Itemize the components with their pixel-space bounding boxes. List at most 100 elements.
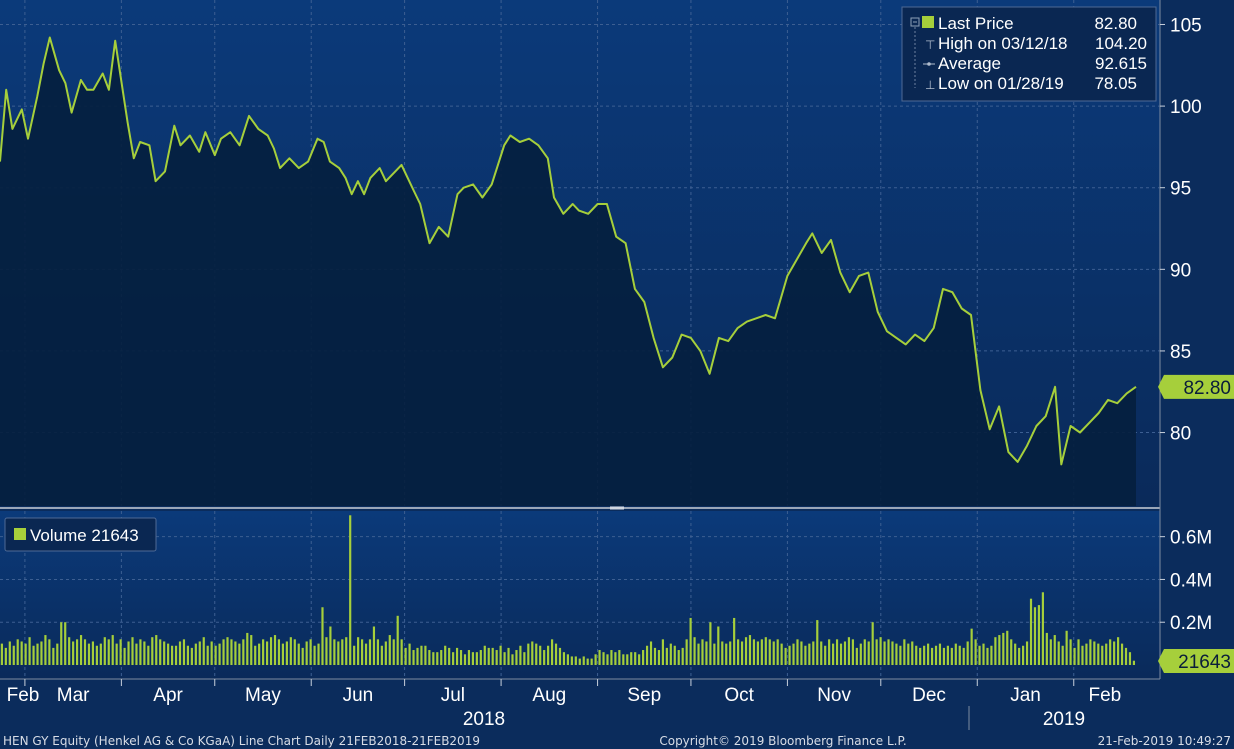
volume-bar	[891, 641, 894, 665]
volume-bar	[48, 639, 51, 665]
volume-bar	[653, 647, 657, 665]
volume-bar	[562, 652, 566, 665]
volume-bar	[594, 654, 597, 665]
volume-bar	[847, 637, 851, 665]
volume-bar	[966, 641, 969, 665]
legend-collapse-icon[interactable]	[910, 17, 920, 27]
volume-bar	[744, 637, 748, 665]
volume-bar	[994, 637, 997, 665]
volume-bar	[119, 639, 122, 665]
volume-bar	[1053, 635, 1056, 665]
volume-bar	[1014, 643, 1017, 665]
volume-bar	[618, 650, 621, 665]
volume-bar	[970, 628, 973, 665]
volume-bar	[495, 650, 498, 665]
price-legend[interactable]: Last Price 82.80 ⊤ High on 03/12/18 104.…	[901, 6, 1157, 102]
last-price-badge: 82.80	[1158, 374, 1234, 399]
volume-bar	[471, 652, 474, 665]
volume-bar	[772, 641, 775, 665]
volume-bar	[649, 641, 653, 665]
volume-bar	[954, 643, 957, 665]
volume-bar	[685, 639, 688, 665]
month-tick-label: Dec	[912, 685, 946, 706]
legend-low-value: 78.05	[1094, 74, 1137, 93]
volume-bar	[349, 515, 352, 665]
volume-bar	[590, 658, 593, 665]
volume-bar	[408, 643, 411, 665]
volume-bar	[701, 639, 704, 665]
volume-bar	[428, 650, 431, 665]
footer-security-description: HEN GY Equity (Henkel AG & Co KGaA) Line…	[3, 734, 480, 748]
volume-bar	[725, 643, 728, 665]
volume-bar	[337, 641, 340, 665]
month-tick-label: Apr	[153, 685, 183, 706]
volume-bar	[784, 647, 787, 665]
high-marker-icon: ⊤	[925, 38, 935, 52]
volume-bar	[1128, 652, 1132, 665]
volume-bar	[1069, 639, 1072, 665]
volume-bar	[923, 645, 926, 665]
legend-average-value: 92.615	[1095, 54, 1147, 73]
volume-bar	[412, 650, 415, 665]
volume-bar	[1002, 632, 1005, 665]
volume-bar	[1101, 645, 1104, 665]
volume-bar	[444, 645, 447, 665]
volume-bar	[812, 641, 815, 665]
volume-bar	[990, 645, 993, 665]
volume-legend[interactable]: Volume 21643	[4, 517, 157, 552]
volume-bar	[52, 647, 55, 665]
price-area	[0, 37, 1136, 506]
price-line	[0, 36, 1137, 466]
volume-bar	[127, 641, 130, 665]
volume-bar	[602, 652, 605, 665]
volume-bar	[1061, 645, 1064, 665]
volume-bar	[329, 626, 332, 665]
volume-bar	[111, 635, 114, 665]
volume-bar	[661, 639, 664, 665]
volume-bar	[76, 639, 79, 665]
last-price-badge-text: 82.80	[1183, 378, 1231, 399]
last-price-swatch	[922, 16, 934, 28]
volume-bar	[804, 645, 807, 665]
volume-bar	[582, 656, 585, 665]
month-tick-label: Jul	[441, 685, 465, 706]
volume-bar	[855, 647, 858, 665]
volume-bar	[483, 645, 486, 665]
volume-bar	[372, 626, 376, 665]
legend-high-value: 104.20	[1095, 34, 1147, 53]
volume-bar	[911, 641, 914, 665]
volume-bar	[748, 635, 752, 665]
volume-bar	[380, 645, 383, 665]
volume-bar	[143, 641, 146, 665]
volume-bar	[614, 652, 617, 665]
footer-timestamp: 21-Feb-2019 10:49:27	[1098, 734, 1231, 748]
volume-bar	[1045, 632, 1048, 665]
volume-bar	[325, 637, 328, 665]
volume-bar	[974, 639, 977, 665]
volume-bar	[345, 637, 348, 665]
volume-bar	[1037, 605, 1041, 665]
volume-bar	[79, 635, 83, 665]
year-label-2019: 2019	[1043, 709, 1085, 730]
volume-bar	[764, 637, 767, 665]
volume-bar	[677, 650, 680, 665]
volume-bar	[163, 641, 166, 665]
volume-bar	[1081, 645, 1084, 665]
volume-bar	[527, 643, 530, 665]
volume-bar	[305, 641, 308, 665]
price-tick-label: 90	[1170, 260, 1191, 281]
volume-bar	[820, 641, 823, 665]
volume-bar	[269, 637, 273, 665]
volume-bar	[155, 635, 158, 665]
volume-bar	[452, 652, 455, 665]
volume-bar	[44, 635, 47, 665]
volume-bar	[942, 647, 946, 665]
volume-bar	[539, 645, 542, 665]
year-label-2018: 2018	[463, 709, 505, 730]
volume-bar	[598, 650, 601, 665]
month-tick-label: Jan	[1010, 685, 1041, 706]
legend-low-label: Low on 01/28/19	[938, 74, 1064, 93]
volume-bar	[998, 635, 1001, 665]
volume-bar	[455, 647, 459, 665]
